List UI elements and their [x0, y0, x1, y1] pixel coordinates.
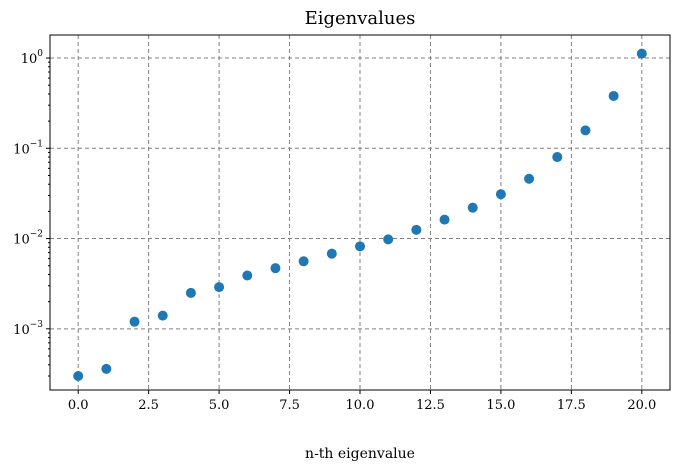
- x-axis: 0.0 2.5 5.0 7.5 10.0 12.5 15.0 17.5 20.0: [68, 390, 656, 413]
- data-point: [524, 173, 535, 184]
- data-point: [495, 189, 506, 200]
- y-tick-label-exponent: −1: [30, 139, 43, 149]
- data-point: [270, 263, 281, 274]
- x-tick-label: 10.0: [346, 398, 375, 413]
- y-tick-label: 10−1: [13, 139, 43, 157]
- points-layer: [73, 48, 647, 382]
- data-point: [326, 248, 337, 259]
- x-tick-label: 15.0: [486, 398, 515, 413]
- y-tick-label-base: 10: [13, 323, 30, 338]
- data-point: [185, 287, 196, 298]
- x-tick-label: 2.5: [138, 398, 159, 413]
- x-tick-label: 12.5: [416, 398, 445, 413]
- x-tick-label: 0.0: [68, 398, 89, 413]
- data-point: [129, 316, 140, 327]
- y-tick-label: 100: [21, 49, 44, 67]
- data-point: [608, 90, 619, 101]
- y-tick-label-base: 10: [13, 233, 30, 248]
- data-point: [355, 241, 365, 252]
- data-point: [101, 363, 112, 374]
- y-tick-label: 10−3: [13, 320, 43, 338]
- y-tick-label-base: 10: [13, 142, 30, 157]
- x-axis-label: n-th eigenvalue: [305, 446, 415, 462]
- chart-title: Eigenvalues: [305, 8, 416, 29]
- x-tick-label: 7.5: [279, 398, 300, 413]
- x-tick-label: 5.0: [209, 398, 230, 413]
- y-tick-label-exponent: 0: [37, 49, 43, 59]
- data-point: [298, 256, 309, 267]
- data-point: [411, 224, 422, 235]
- y-tick-label-exponent: −3: [30, 320, 44, 330]
- data-point: [157, 310, 168, 321]
- data-point: [580, 125, 591, 136]
- data-point: [439, 214, 450, 225]
- x-tick-label: 17.5: [557, 398, 586, 413]
- data-point: [214, 282, 225, 293]
- y-tick-label-exponent: −2: [30, 230, 43, 240]
- data-point: [73, 371, 84, 382]
- x-tick-label: 20.0: [627, 398, 656, 413]
- grid-layer: [50, 35, 670, 390]
- y-tick-label: 10−2: [13, 230, 43, 248]
- data-point: [383, 234, 394, 245]
- data-point: [467, 202, 478, 213]
- y-tick-label-base: 10: [21, 52, 38, 67]
- data-point: [636, 48, 647, 59]
- data-point: [242, 270, 253, 281]
- data-point: [552, 152, 563, 163]
